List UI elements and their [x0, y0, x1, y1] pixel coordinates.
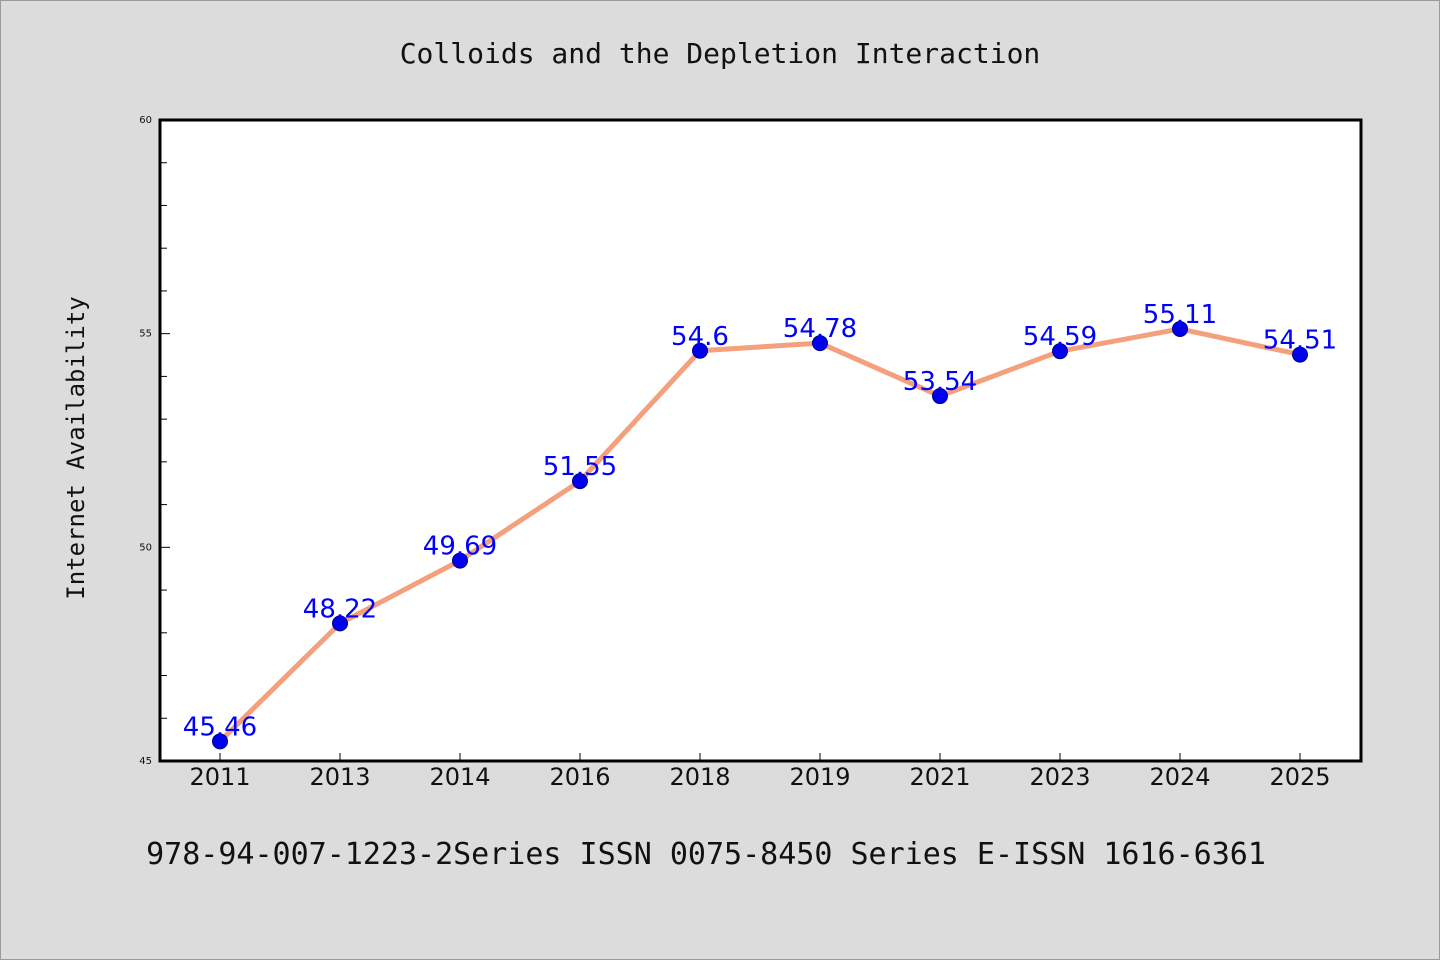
data-label: 45.46: [183, 712, 257, 742]
data-label: 54.78: [783, 314, 857, 344]
x-tick-label: 2011: [189, 763, 250, 791]
y-tick-label: 45: [139, 756, 152, 767]
x-tick-label: 2023: [1029, 763, 1090, 791]
x-tick-label: 2013: [309, 763, 370, 791]
data-point: [572, 473, 588, 490]
plot-area: [158, 118, 1363, 763]
data-point: [812, 335, 828, 352]
data-point: [932, 388, 948, 405]
series-group: 45.46 48.22 49.69 51.55 54.6 54.78 53.54 54.59 5…: [183, 300, 1337, 750]
x-tick-label: 2019: [789, 763, 850, 791]
x-tick-label: 2016: [549, 763, 610, 791]
data-label: 51.55: [543, 452, 617, 482]
data-point: [1052, 343, 1068, 360]
data-point: [692, 342, 708, 359]
x-tick-label: 2018: [669, 763, 730, 791]
x-tick-label: 2024: [1149, 763, 1210, 791]
y-tick-label: 55: [139, 329, 152, 340]
data-label: 53.54: [903, 367, 977, 397]
data-point: [332, 615, 348, 632]
data-point: [1292, 346, 1308, 363]
data-point: [1172, 320, 1188, 337]
data-point: [212, 733, 228, 750]
data-label: 54.51: [1263, 326, 1337, 356]
y-tick-label: 50: [139, 542, 152, 553]
data-label: 55.11: [1143, 300, 1217, 330]
y-axis: 45 50 55 60: [139, 115, 170, 767]
data-label: 54.59: [1023, 322, 1097, 352]
y-axis-label: Internet Availability: [62, 296, 90, 599]
data-label: 49.69: [423, 532, 497, 562]
x-tick-label: 2021: [909, 763, 970, 791]
x-tick-label: 2014: [429, 763, 490, 791]
data-point: [452, 552, 468, 569]
y-tick-label: 60: [139, 115, 152, 126]
chart-title: Colloids and the Depletion Interaction: [400, 37, 1041, 70]
x-tick-label: 2025: [1269, 763, 1330, 791]
data-label: 48.22: [303, 594, 377, 624]
data-label: 54.6: [671, 322, 729, 352]
footer-text: 978-94-007-1223-2Series ISSN 0075-8450 S…: [146, 837, 1266, 872]
x-axis: 2011 2013 2014 2016 2018 2019 2021 2023 2024 2025: [189, 753, 1331, 791]
series-line: [217, 326, 1303, 744]
